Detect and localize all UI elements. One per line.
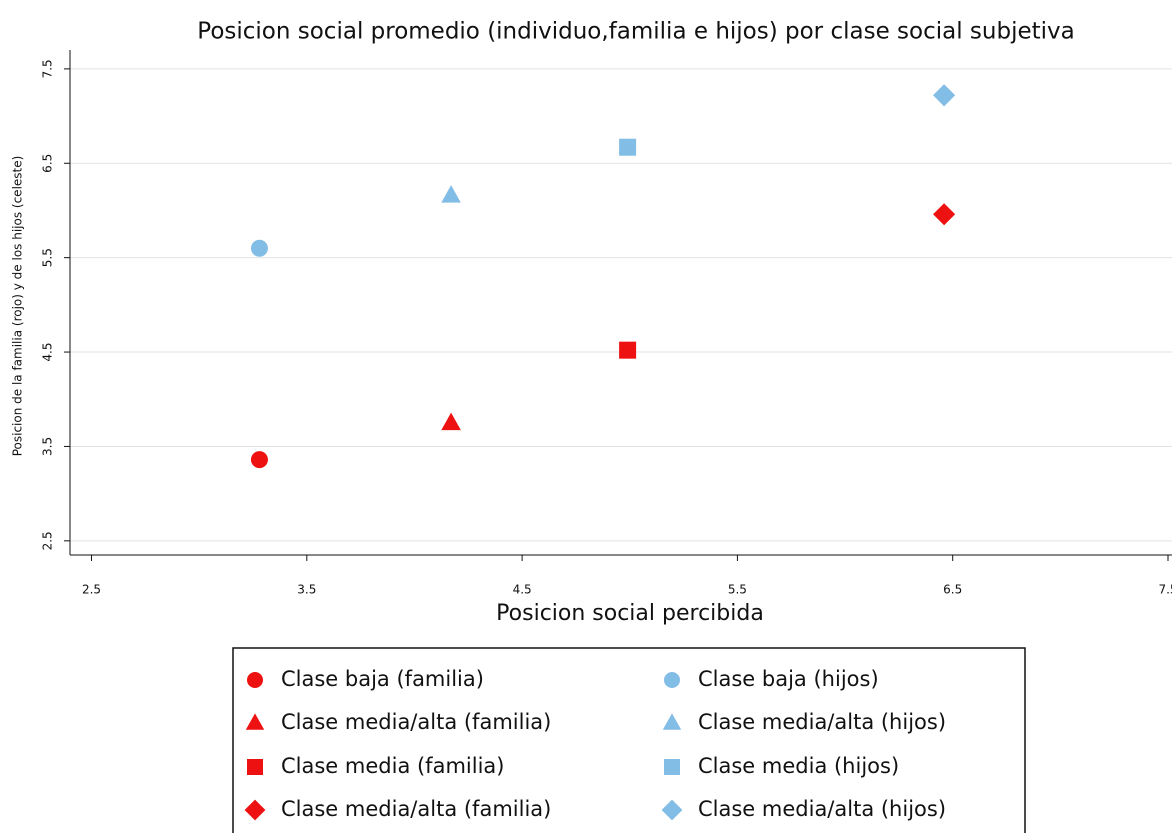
y-tick-label: 5.5	[41, 248, 55, 267]
legend-marker	[244, 799, 266, 821]
x-tick-label: 7.5	[1158, 583, 1172, 597]
legend-label: Clase media/alta (hijos)	[698, 710, 946, 734]
legend-label: Clase media (familia)	[281, 754, 504, 778]
y-tick-label: 3.5	[41, 437, 55, 456]
x-tick-label: 4.5	[513, 583, 532, 597]
legend-marker	[664, 672, 680, 688]
point	[619, 341, 637, 359]
legend-marker	[664, 759, 680, 775]
legend-marker	[247, 672, 263, 688]
x-tick-label: 6.5	[943, 583, 962, 597]
legend-marker	[247, 759, 263, 775]
legend-label: Clase media/alta (familia)	[281, 797, 551, 821]
point	[250, 451, 268, 469]
x-tick-label: 5.5	[728, 583, 747, 597]
chart-title: Posicion social promedio (individuo,fami…	[197, 19, 1074, 45]
point	[933, 203, 956, 226]
y-tick-label: 2.5	[41, 531, 55, 550]
y-axis-label: Posicion de la familia (rojo) y de los h…	[11, 156, 25, 457]
legend-marker	[661, 799, 683, 821]
y-tick-label: 6.5	[41, 154, 55, 173]
x-axis-label: Posicion social percibida	[496, 601, 764, 626]
legend-label: Clase media/alta (familia)	[281, 710, 551, 734]
point	[619, 138, 637, 156]
legend-marker	[245, 713, 265, 730]
point	[441, 185, 461, 203]
legend-label: Clase baja (familia)	[281, 667, 484, 691]
legend-marker	[662, 713, 682, 730]
legend-label: Clase media (hijos)	[698, 754, 899, 778]
point	[250, 239, 268, 257]
point	[933, 84, 956, 107]
legend-label: Clase baja (hijos)	[698, 667, 879, 691]
x-tick-label: 2.5	[82, 583, 101, 597]
y-tick-label: 4.5	[41, 343, 55, 362]
point	[441, 412, 461, 431]
x-tick-label: 3.5	[297, 583, 316, 597]
legend-box	[232, 647, 1026, 833]
y-tick-label: 7.5	[41, 59, 55, 78]
legend-label: Clase media/alta (hijos)	[698, 797, 946, 821]
